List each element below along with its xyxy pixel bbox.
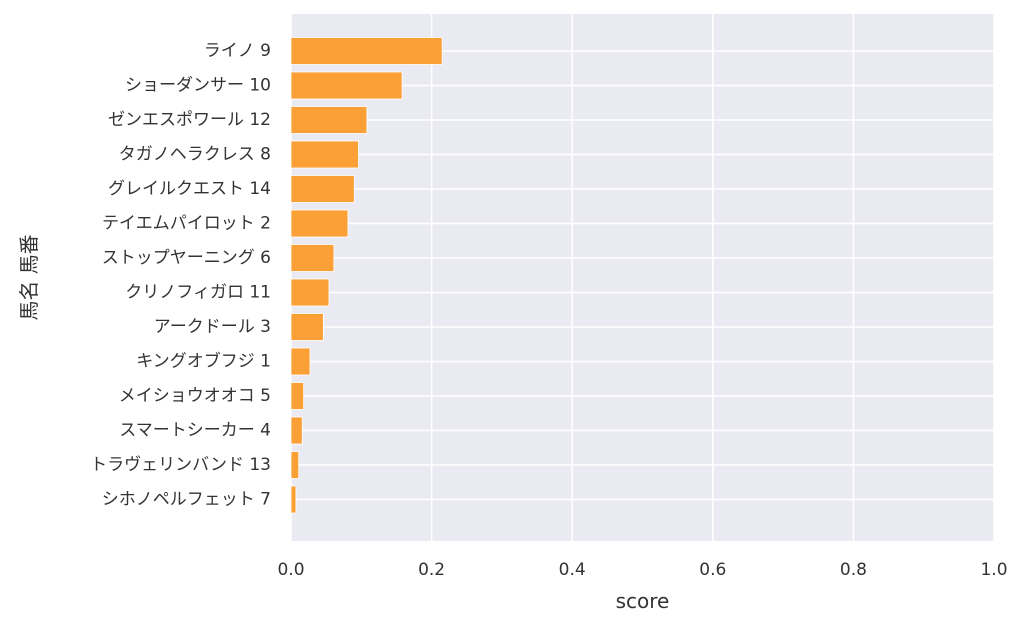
y-tick-label: キングオブフジ 1: [136, 351, 271, 372]
y-tick-label: クリノフィガロ 11: [125, 283, 271, 303]
bar: [290, 451, 300, 479]
y-tick-label: ゼンエスポワール 12: [108, 110, 271, 130]
y-tick-label: メイショウオオコ 5: [119, 386, 271, 406]
bar: [290, 71, 403, 100]
plot-area: [291, 14, 994, 541]
bars: [290, 37, 443, 514]
y-tick-label: テイエムパイロット 2: [102, 214, 271, 234]
y-tick-label: アークドール 3: [154, 317, 271, 337]
y-tick-label: トラヴェリンバンド 13: [90, 455, 271, 475]
bar: [290, 37, 443, 65]
bar: [290, 278, 330, 307]
x-tick-label: 0.8: [840, 560, 867, 580]
bar: [290, 140, 359, 169]
bar: [290, 382, 305, 410]
y-tick-labels: ライノ 9 ショーダンサー 10 ゼンエスポワール 12 タガノヘラクレス 8 グレイル…: [90, 41, 271, 510]
x-tick-label: 0.4: [559, 560, 586, 580]
bar: [290, 209, 349, 238]
y-tick-label: グレイルクエスト 14: [108, 179, 271, 199]
y-tick-label: ライノ 9: [204, 41, 271, 61]
bar: [290, 313, 324, 341]
gridlines: [290, 14, 995, 541]
x-axis-label: score: [616, 589, 670, 613]
x-tick-label: 0.2: [418, 560, 445, 580]
x-tick-label: 0.6: [699, 560, 726, 580]
x-tick-label: 0.0: [277, 560, 304, 580]
bar: [290, 485, 297, 514]
bar: [290, 347, 311, 376]
bar: [290, 175, 355, 203]
x-tick-labels: 0.0 0.2 0.4 0.6 0.8 1.0: [277, 560, 1007, 580]
bar: [290, 244, 335, 272]
x-tick-label: 1.0: [980, 560, 1007, 580]
bar: [290, 416, 303, 445]
y-tick-label: ストップヤーニング 6: [102, 248, 271, 268]
bar: [290, 106, 368, 134]
y-tick-label: シホノペルフェット 7: [102, 490, 271, 510]
y-tick-label: タガノヘラクレス 8: [119, 145, 271, 165]
y-tick-label: スマートシーカー 4: [119, 421, 271, 441]
y-axis-label: 馬名 馬番: [17, 234, 41, 320]
y-tick-label: ショーダンサー 10: [125, 76, 271, 96]
